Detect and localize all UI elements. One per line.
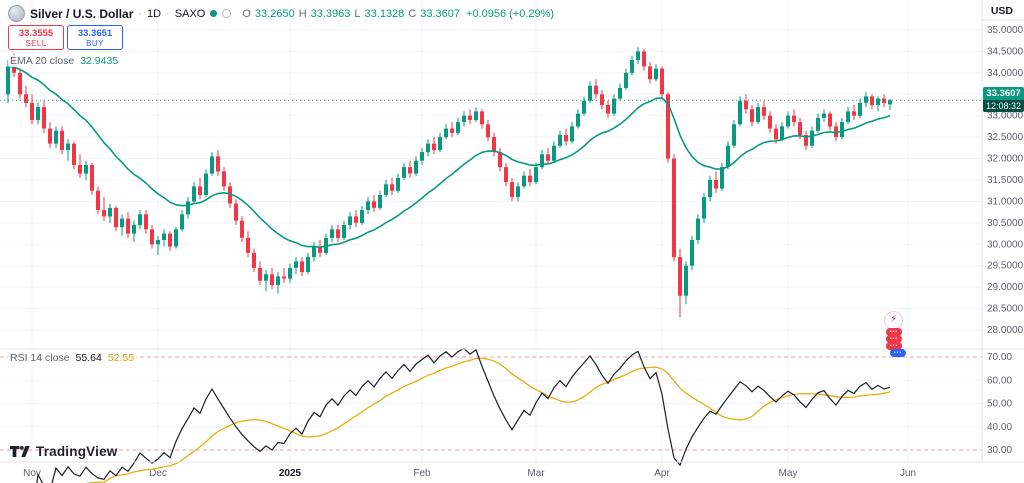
price-axis[interactable]: [982, 0, 1024, 462]
sell-button[interactable]: 33.3555 SELL: [8, 25, 64, 50]
svg-text:35.0000: 35.0000: [987, 25, 1024, 36]
low-value: 33.1328: [364, 7, 405, 20]
svg-text:70.00: 70.00: [987, 352, 1012, 363]
ema-value: 32.9435: [80, 55, 119, 67]
open-label: O: [242, 7, 251, 20]
svg-text:40.00: 40.00: [987, 422, 1012, 433]
separator: ·: [166, 7, 170, 20]
svg-text:28.5000: 28.5000: [987, 304, 1024, 315]
tradingview-logo[interactable]: TradingView: [10, 444, 117, 459]
separator: ·: [138, 7, 143, 20]
svg-text:32.0000: 32.0000: [987, 154, 1024, 165]
timeframe-label[interactable]: 1D: [147, 7, 162, 20]
svg-text:29.0000: 29.0000: [987, 282, 1024, 293]
svg-text:30.00: 30.00: [987, 445, 1012, 456]
sell-price: 33.3555: [18, 28, 54, 39]
svg-text:33.0000: 33.0000: [987, 111, 1024, 122]
close-label: C: [408, 7, 417, 20]
svg-text:Apr: Apr: [654, 468, 670, 479]
symbol-legend[interactable]: Silver / U.S. Dollar · 1D · SAXO O 33.265…: [8, 5, 554, 22]
svg-text:2025: 2025: [279, 468, 302, 479]
buy-price: 33.3651: [77, 28, 113, 39]
rsi-indicator-legend[interactable]: RSI 14 close 55.64 52.55: [8, 352, 137, 364]
change-value: +0.0956 (+0.29%): [466, 7, 555, 20]
svg-text:34.0000: 34.0000: [987, 68, 1024, 79]
last-price-value: 33.3607: [983, 87, 1024, 100]
svg-text:May: May: [779, 468, 798, 479]
event-badge-red[interactable]: •••: [886, 328, 902, 336]
ema-indicator-legend[interactable]: EMA 20 close 32.9435: [8, 55, 121, 67]
svg-text:30.5000: 30.5000: [987, 218, 1024, 229]
close-value: 33.3607: [420, 7, 461, 20]
bar-countdown: 12:08:32: [983, 100, 1024, 112]
svg-text:Nov: Nov: [23, 468, 41, 479]
svg-text:32.5000: 32.5000: [987, 132, 1024, 143]
legend-more-icon[interactable]: [222, 9, 232, 18]
svg-text:Jun: Jun: [900, 468, 916, 479]
svg-text:50.00: 50.00: [987, 399, 1012, 410]
svg-text:60.00: 60.00: [987, 375, 1012, 386]
ohlc-values: O 33.2650 H 33.3963 L 33.1328 C 33.3607 +0.0…: [242, 8, 554, 20]
market-status-icon: [210, 10, 218, 17]
high-label: H: [298, 7, 307, 20]
svg-text:34.5000: 34.5000: [987, 46, 1024, 57]
event-badge-red[interactable]: •••: [886, 335, 902, 343]
svg-text:29.5000: 29.5000: [987, 261, 1024, 272]
svg-text:28.0000: 28.0000: [987, 325, 1024, 336]
symbol-logo-icon: [8, 5, 25, 22]
low-label: L: [354, 7, 361, 20]
rsi-label: RSI 14 close: [10, 352, 70, 364]
event-badge-blue[interactable]: •••: [890, 349, 906, 357]
open-value: 33.2650: [254, 7, 295, 20]
currency-label[interactable]: USD: [990, 5, 1013, 17]
rsi-ma-value: 52.55: [107, 352, 135, 364]
time-axis[interactable]: [0, 462, 1024, 483]
svg-text:Feb: Feb: [413, 468, 431, 479]
svg-text:31.5000: 31.5000: [987, 175, 1024, 186]
svg-text:Mar: Mar: [527, 468, 545, 479]
svg-text:31.0000: 31.0000: [987, 196, 1024, 207]
event-badge-stack[interactable]: ••• ••• ••• •••: [886, 328, 906, 357]
high-value: 33.3963: [310, 7, 351, 20]
event-badge-red[interactable]: •••: [886, 342, 902, 350]
svg-text:30.0000: 30.0000: [987, 239, 1024, 250]
buy-label: BUY: [86, 39, 104, 48]
buy-button[interactable]: 33.3651 BUY: [67, 25, 123, 50]
trade-panel: 33.3555 SELL 33.3651 BUY: [8, 25, 123, 50]
tradingview-logo-text: TradingView: [36, 444, 118, 459]
pane-separator[interactable]: [0, 348, 982, 351]
symbol-title[interactable]: Silver / U.S. Dollar: [30, 6, 134, 21]
sell-label: SELL: [25, 39, 47, 48]
last-price-tag: 33.3607 12:08:32: [983, 87, 1024, 112]
exchange-label[interactable]: SAXO: [174, 7, 206, 20]
ema-label: EMA 20 close: [10, 55, 75, 67]
svg-text:Dec: Dec: [149, 468, 167, 479]
tradingview-logo-icon: [10, 445, 30, 458]
rsi-value: 55.64: [75, 352, 102, 364]
